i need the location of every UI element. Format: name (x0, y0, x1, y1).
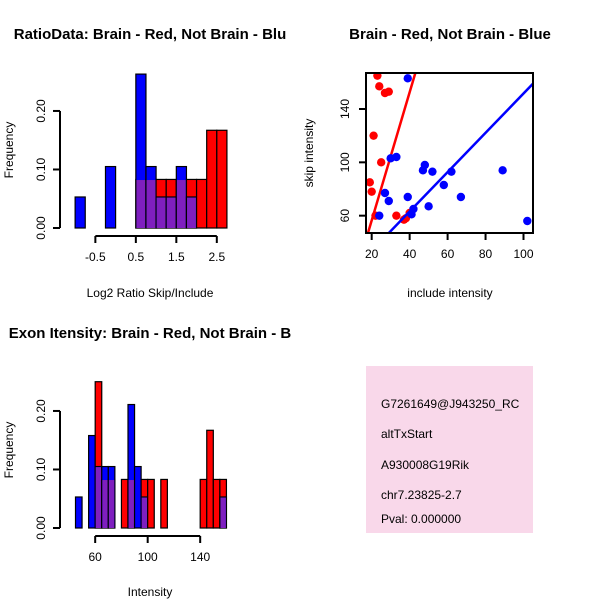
exon-x-tick-label: 140 (190, 550, 210, 564)
ratio-histogram-ylabel: Frequency (2, 122, 16, 179)
scatter-not-brain-point (428, 167, 437, 176)
exon-y-tick-label: 0.20 (34, 399, 48, 423)
ratio-histogram-panel: RatioData: Brain - Red, Not Brain - Blu … (2, 26, 286, 300)
exon-overlap-bar (141, 497, 148, 528)
ratio-brain-bar (216, 129, 228, 229)
ratio-overlap-bar (146, 180, 156, 228)
exon-histogram-ylabel: Frequency (2, 422, 16, 479)
scatter-not-brain-point (384, 196, 393, 206)
ratio-not-brain-bar (104, 165, 117, 229)
exon-histogram-xlabel: Intensity (128, 585, 173, 599)
scatter-not-brain-point (523, 216, 532, 226)
exon-brain-bar (212, 478, 221, 529)
scatter-not-brain-point (498, 166, 507, 175)
scatter-xlabel: include intensity (407, 286, 492, 300)
exon-brain-bar (147, 478, 155, 529)
scatter-y-tick-label: 100 (338, 152, 352, 172)
gene-name-text: A930008G19Rik (381, 458, 470, 472)
exon-x-tick-label: 60 (89, 550, 103, 564)
info-panel-background (366, 366, 533, 533)
scatter-brain-point (384, 87, 393, 96)
exon-overlap-bar (108, 480, 115, 528)
ratio-overlap-bar (166, 197, 176, 228)
exon-not-brain-bar (133, 465, 142, 529)
ratio-x-tick-label: 1.5 (168, 250, 185, 264)
scatter-not-brain-point (420, 160, 430, 170)
scatter-ylabel: skip intensity (302, 119, 316, 188)
info-panel-clip-mask (534, 366, 600, 533)
scatter-x-tick-label: 80 (479, 247, 493, 261)
scatter-not-brain-point (439, 180, 449, 190)
intensity-scatter-panel: Brain - Red, Not Brain - Blue 20 40 60 80 10… (302, 26, 551, 300)
event-type-text: altTxStart (381, 427, 433, 441)
ratio-overlap-bar (156, 197, 166, 228)
ratio-brain-bar (206, 129, 218, 229)
ratio-histogram-axes: -0.5 0.5 1.5 2.5 0.00 0.10 0.20 (34, 99, 225, 264)
scatter-brain-point (366, 178, 374, 187)
scatter-brain-point (392, 211, 401, 220)
pval-text: Pval: 0.000000 (381, 512, 461, 526)
exon-overlap-bar (102, 480, 108, 528)
exon-histogram-bars (74, 381, 228, 529)
ratio-brain-bar (195, 178, 208, 229)
scatter-frame (365, 72, 534, 234)
scatter-not-brain-fit-line (387, 82, 533, 233)
scatter-x-tick-label: 40 (403, 247, 417, 261)
ratio-histogram-title: RatioData: Brain - Red, Not Brain - Blu (14, 26, 287, 43)
probe-info-panel: G7261649@J943250_RC altTxStart A930008G1… (366, 366, 533, 533)
exon-brain-bar (160, 478, 168, 529)
scatter-x-tick-label: 60 (441, 247, 455, 261)
scatter-brain-point (367, 187, 376, 196)
ratio-not-brain-bar (74, 196, 86, 229)
ratio-y-tick-label: 0.10 (34, 157, 48, 181)
ratio-y-tick-label: 0.20 (34, 99, 48, 123)
ratio-histogram-bars (74, 73, 228, 229)
ratio-overlap-bar (176, 180, 186, 228)
ratio-overlap-bar (136, 180, 146, 228)
exon-brain-bar (199, 478, 208, 529)
scatter-brain-point (369, 131, 378, 140)
scatter-axes: 20 40 60 80 100 60 100 140 (338, 99, 534, 261)
exon-overlap-bar (220, 497, 226, 528)
exon-not-brain-bar (74, 496, 83, 529)
scatter-not-brain-point (375, 211, 384, 220)
ratio-x-tick-label: -0.5 (85, 250, 106, 264)
ratio-histogram-xlabel: Log2 Ratio Skip/Include (87, 286, 214, 300)
scatter-not-brain-point (392, 152, 401, 162)
scatter-title: Brain - Red, Not Brain - Blue (349, 26, 551, 43)
scatter-y-tick-label: 140 (338, 99, 352, 119)
exon-overlap-bar (95, 467, 102, 528)
ratio-y-tick-label: 0.00 (34, 216, 48, 240)
scatter-not-brain-point (403, 74, 412, 83)
exon-histogram-axes: 60 100 140 0.00 0.10 0.20 (34, 399, 211, 564)
exon-x-tick-label: 100 (138, 550, 158, 564)
exon-y-tick-label: 0.10 (34, 457, 48, 481)
scatter-marks (366, 73, 533, 233)
scatter-not-brain-point (385, 232, 389, 233)
scatter-y-tick-label: 60 (338, 209, 352, 223)
scatter-not-brain-point (380, 188, 390, 198)
scatter-not-brain-point (403, 192, 412, 202)
probe-id-text: G7261649@J943250_RC (381, 397, 520, 411)
exon-histogram-title: Exon Itensity: Brain - Red, Not Brain - … (9, 325, 292, 342)
exon-y-tick-label: 0.00 (34, 516, 48, 540)
exon-brain-bar (120, 478, 129, 529)
exon-brain-bar (206, 429, 214, 529)
scatter-not-brain-point (424, 202, 433, 211)
exon-overlap-bar (128, 480, 134, 528)
scatter-brain-point (376, 158, 386, 167)
ratio-x-tick-label: 2.5 (208, 250, 225, 264)
exon-intensity-histogram-panel: Exon Itensity: Brain - Red, Not Brain - … (2, 325, 291, 599)
ratio-overlap-bar (187, 197, 196, 228)
exon-not-brain-bar (88, 434, 96, 529)
location-text: chr7.23825-2.7 (381, 488, 462, 502)
scatter-x-tick-label: 20 (365, 247, 379, 261)
ratio-x-tick-label: 0.5 (127, 250, 144, 264)
scatter-not-brain-point (456, 192, 466, 202)
scatter-brain-point (373, 73, 382, 80)
scatter-brain-point (375, 82, 384, 91)
scatter-x-tick-label: 100 (513, 247, 533, 261)
